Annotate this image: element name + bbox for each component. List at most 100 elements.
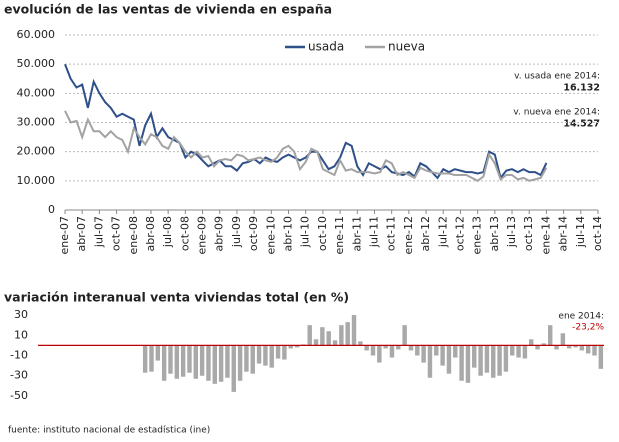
bar <box>573 345 578 348</box>
bar <box>566 345 572 349</box>
annotation: v. nueva ene 2014: <box>513 108 600 118</box>
chart-title: variación interanual venta viviendas tot… <box>4 290 349 305</box>
x-tick-label: abr-14 <box>557 216 570 252</box>
bar <box>522 345 528 359</box>
y-tick-label: 20.000 <box>17 145 56 158</box>
bar <box>396 345 401 350</box>
bar <box>218 345 224 382</box>
y-tick-label: 30.000 <box>17 116 56 129</box>
bar <box>529 339 534 346</box>
bar <box>199 345 205 376</box>
bar <box>155 345 161 361</box>
y-tick-label: 50.000 <box>17 57 56 70</box>
x-tick-label: abr-13 <box>488 216 501 252</box>
x-tick-label: jul-10 <box>299 216 312 248</box>
y-tick-label: 10.000 <box>17 174 56 187</box>
bar <box>491 345 496 378</box>
bar <box>187 345 192 373</box>
bar <box>415 345 420 356</box>
bar <box>364 345 369 351</box>
y-tick-label: 40.000 <box>17 86 56 99</box>
bar <box>541 343 547 346</box>
x-tick-label: ene-09 <box>196 216 209 254</box>
x-tick-label: abr-07 <box>75 216 88 252</box>
bar <box>237 345 243 381</box>
bar <box>579 345 585 351</box>
x-tick-label: jul-08 <box>161 216 174 248</box>
bar <box>585 345 591 354</box>
bar <box>446 345 452 374</box>
x-tick-label: abr-11 <box>350 216 363 252</box>
bar <box>225 345 230 378</box>
bar <box>547 325 553 346</box>
bar <box>478 345 483 376</box>
bar <box>174 345 180 379</box>
x-tick-label: jul-07 <box>92 216 105 248</box>
x-tick-label: ene-10 <box>264 216 277 254</box>
x-tick-label: oct-14 <box>591 216 604 251</box>
bar <box>307 325 312 346</box>
x-tick-label: jul-13 <box>505 216 518 248</box>
x-tick-label: ene-08 <box>127 216 140 254</box>
x-tick-label: oct-10 <box>316 216 329 251</box>
y-tick-label: 10 <box>14 328 28 341</box>
bar <box>345 322 350 346</box>
x-tick-label: oct-13 <box>522 216 535 251</box>
x-tick-label: abr-09 <box>213 216 226 252</box>
source: fuente: instituto nacional de estadístic… <box>8 426 210 436</box>
bar <box>339 325 344 346</box>
bar <box>497 345 502 376</box>
x-tick-label: ene-11 <box>333 216 346 254</box>
bar <box>206 345 211 381</box>
bar <box>320 327 325 346</box>
bar <box>453 345 458 358</box>
bar <box>256 345 262 364</box>
bar <box>358 341 363 346</box>
bar <box>294 345 300 348</box>
bar <box>351 315 357 346</box>
bar <box>459 345 464 381</box>
bar <box>275 345 281 359</box>
bar <box>377 345 382 363</box>
line-usada <box>64 63 548 181</box>
bar <box>427 345 433 378</box>
bar <box>244 345 249 372</box>
bar <box>212 345 217 384</box>
bar <box>421 345 426 363</box>
bar <box>440 345 445 366</box>
annotation: v. usada ene 2014: <box>514 72 600 82</box>
bar <box>168 345 173 374</box>
x-tick-label: abr-12 <box>419 216 432 252</box>
y-tick-label: 0 <box>48 203 55 216</box>
x-tick-label: oct-08 <box>178 216 191 251</box>
x-tick-label: ene-14 <box>539 216 552 254</box>
x-tick-label: jul-09 <box>230 216 243 248</box>
bar <box>142 345 148 373</box>
annotation: -23,2% <box>572 323 604 333</box>
bar <box>193 345 199 379</box>
annotation: 14.527 <box>563 119 600 130</box>
line-nueva <box>64 110 548 182</box>
bar <box>535 345 540 350</box>
y-tick-label: -50 <box>10 389 28 402</box>
bar <box>370 345 376 356</box>
x-tick-label: jul-11 <box>367 216 380 248</box>
y-tick-label: 60.000 <box>17 28 56 41</box>
y-tick-label: -30 <box>10 369 28 382</box>
x-tick-label: abr-10 <box>282 216 295 252</box>
bar <box>402 325 407 346</box>
bar <box>484 345 490 373</box>
bar <box>503 345 509 372</box>
annotation: ene 2014: <box>558 312 604 322</box>
bar <box>326 331 331 346</box>
bar <box>263 345 268 366</box>
bar <box>250 345 255 374</box>
bar <box>510 345 515 356</box>
bar <box>313 339 319 346</box>
x-tick-label: jul-12 <box>436 216 449 248</box>
bar <box>383 345 388 349</box>
bar <box>282 345 287 360</box>
x-tick-label: abr-08 <box>144 216 157 252</box>
x-tick-label: oct-07 <box>110 216 123 251</box>
